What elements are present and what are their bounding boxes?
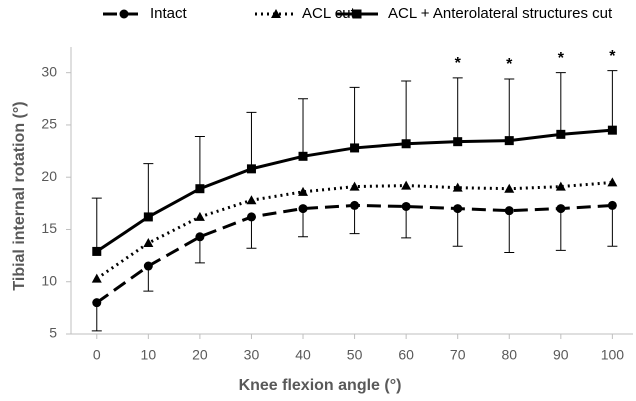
y-tick-label: 5 (49, 325, 57, 341)
y-tick-label: 15 (41, 220, 57, 236)
error-bar (91, 302, 102, 332)
x-tick-label: 10 (141, 347, 157, 363)
x-axis-label: Knee flexion angle (°) (239, 377, 402, 394)
point (607, 200, 617, 210)
error-bar (401, 206, 412, 239)
point (143, 238, 154, 248)
x-tick-label: 60 (398, 347, 414, 363)
point (453, 137, 463, 147)
error-bar (555, 208, 566, 251)
error-bar (452, 208, 463, 247)
point (194, 211, 205, 221)
y-tick-label: 10 (41, 272, 57, 288)
x-tick-label: 0 (93, 347, 101, 363)
annotation: * (609, 48, 616, 65)
error-bar (194, 135, 205, 189)
point (195, 232, 205, 242)
point (607, 177, 618, 187)
point (246, 164, 256, 174)
error-bar (504, 78, 515, 141)
point (504, 183, 515, 193)
y-tick-label: 30 (41, 63, 57, 79)
legend-marker (352, 9, 362, 19)
error-bar (246, 216, 257, 249)
annotation: * (558, 50, 565, 67)
error-bar (504, 210, 515, 253)
point (92, 246, 102, 256)
x-tick-label: 70 (450, 347, 466, 363)
x-tick-label: 20 (192, 347, 208, 363)
point (401, 139, 411, 149)
point (401, 201, 411, 211)
point (298, 186, 309, 196)
point (555, 181, 566, 191)
error-bar (555, 72, 566, 135)
error-bar (298, 208, 309, 238)
point (504, 206, 514, 216)
legend-marker (271, 9, 281, 18)
y-tick-label: 20 (41, 168, 57, 184)
y-axis-label: Tibial internal rotation (°) (11, 101, 28, 290)
point (350, 200, 360, 210)
point (298, 204, 308, 214)
point (246, 212, 256, 222)
error-bar (349, 205, 360, 235)
point (556, 204, 566, 214)
x-tick-label: 30 (244, 347, 260, 363)
point (91, 273, 102, 283)
point (143, 212, 153, 222)
legend-label: ACL cut (302, 5, 356, 22)
point (195, 184, 205, 194)
error-bar (607, 205, 618, 247)
error-bar (401, 80, 412, 144)
x-tick-label: 80 (501, 347, 517, 363)
point (401, 180, 412, 190)
point (298, 151, 308, 161)
point (556, 129, 566, 139)
error-bar (607, 70, 618, 131)
y-tick-label: 25 (41, 116, 57, 132)
legend-label: ACL + Anterolateral structures cut (388, 5, 613, 22)
x-tick-label: 100 (601, 347, 625, 363)
error-bar (452, 77, 463, 142)
annotation: * (506, 56, 513, 73)
legend-label: Intact (150, 5, 188, 22)
point (452, 182, 463, 192)
series-line (95, 180, 613, 280)
point (350, 143, 360, 153)
error-bar (91, 197, 102, 252)
point (143, 261, 153, 271)
point (504, 136, 514, 146)
x-tick-label: 90 (553, 347, 569, 363)
x-tick-label: 50 (347, 347, 363, 363)
point (349, 181, 360, 191)
annotation: * (455, 55, 462, 72)
legend-marker (119, 9, 129, 19)
point (92, 298, 102, 308)
x-tick-label: 40 (295, 347, 311, 363)
error-bar (349, 86, 360, 148)
error-bar (143, 163, 154, 217)
error-bar (298, 98, 309, 157)
point (453, 204, 463, 214)
error-bar (246, 111, 257, 169)
point (607, 125, 617, 135)
point (246, 195, 257, 205)
